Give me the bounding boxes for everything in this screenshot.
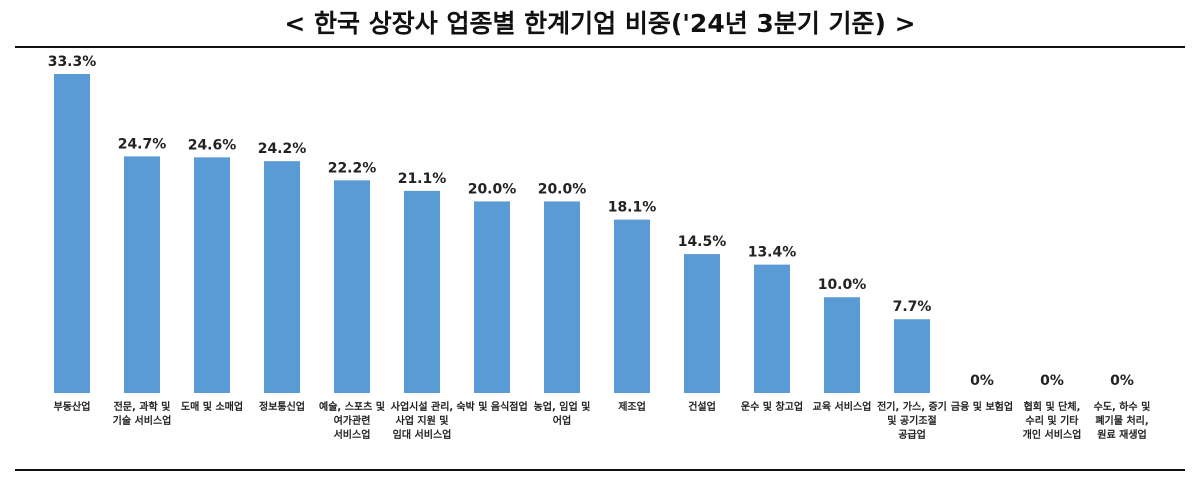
bar (124, 156, 160, 393)
bar (474, 201, 510, 393)
x-tick-label: 숙박 및 음식점업 (456, 402, 528, 413)
value-label: 0% (1110, 373, 1134, 389)
value-label: 0% (970, 373, 994, 389)
bar (684, 254, 720, 393)
value-label: 20.0% (538, 181, 587, 197)
x-tick-label: 제조업 (618, 402, 646, 413)
x-tick-label: 전기, 가스, 증기 및 공기조절 공급업 (877, 402, 947, 441)
value-label: 18.1% (608, 200, 657, 216)
x-tick-label: 수도, 하수 및 폐기물 처리, 원료 재생업 (1093, 402, 1151, 441)
x-tick-label: 정보통신업 (259, 402, 305, 413)
x-tick-label: 건설업 (688, 402, 716, 413)
bar (54, 74, 90, 393)
x-tick-label: 협회 및 단체, 수리 및 기타 개인 서비스업 (1022, 402, 1082, 441)
bar (544, 201, 580, 393)
x-tick-label: 금융 및 보험업 (950, 402, 1014, 413)
x-tick-label: 부동산업 (53, 402, 91, 413)
bar (824, 297, 860, 393)
value-label: 24.7% (118, 136, 167, 152)
value-label: 21.1% (398, 171, 447, 187)
value-label: 14.5% (678, 234, 727, 250)
bar (404, 190, 440, 393)
value-label: 13.4% (748, 245, 797, 261)
x-tick-label: 운수 및 창고업 (740, 402, 804, 413)
bar (264, 161, 300, 393)
value-label: 7.7% (893, 299, 932, 315)
bar (334, 180, 370, 393)
bar (614, 219, 650, 393)
value-label: 20.0% (468, 181, 517, 197)
bar (894, 319, 930, 393)
value-label: 24.2% (258, 141, 307, 157)
value-label: 22.2% (328, 160, 377, 176)
value-label: 0% (1040, 373, 1064, 389)
x-tick-label: 전문, 과학 및 기술 서비스업 (112, 402, 172, 427)
bar (754, 264, 790, 393)
chart-title: < 한국 상장사 업종별 한계기업 비중('24년 3분기 기준) > (284, 9, 916, 38)
value-label: 10.0% (818, 277, 867, 293)
bar (194, 157, 230, 393)
value-label: 33.3% (48, 54, 97, 70)
x-tick-label: 농업, 임업 및 어업 (533, 402, 591, 427)
x-tick-label: 교육 서비스업 (812, 402, 872, 413)
x-tick-label: 예술, 스포츠 및 여가관련 서비스업 (319, 402, 385, 441)
x-tick-label: 도매 및 소매업 (180, 402, 244, 413)
x-tick-label: 사업시설 관리, 사업 지원 및 임대 서비스업 (390, 402, 454, 441)
value-label: 24.6% (188, 137, 237, 153)
